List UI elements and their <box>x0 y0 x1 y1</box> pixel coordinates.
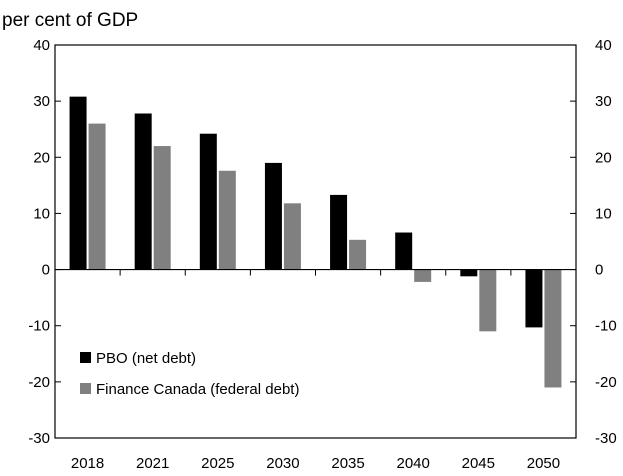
bar-pbo-2040 <box>395 232 413 270</box>
y-tick-label-left: 30 <box>33 93 50 110</box>
y-tick-label-left: -20 <box>28 374 50 391</box>
y-tick-label-left: -30 <box>28 430 50 447</box>
bar-finance-canada-2018 <box>88 123 106 270</box>
legend-swatch-finance-canada <box>80 383 91 394</box>
unit-label: per cent of GDP <box>2 10 138 31</box>
right-axis: 40 30 20 10 0 -10 -20 -30 <box>570 37 617 447</box>
y-tick-label-left: 20 <box>33 149 50 166</box>
bars <box>69 96 562 388</box>
bar-finance-canada-2035 <box>349 239 367 270</box>
legend-label-finance-canada: Finance Canada (federal debt) <box>96 381 299 398</box>
bar-pbo-2030 <box>264 162 282 270</box>
y-tick-label-right: 0 <box>595 262 603 279</box>
y-tick-label-right: 40 <box>595 37 612 54</box>
y-tick-label-right: 30 <box>595 93 612 110</box>
y-tick-label-right: 10 <box>595 205 612 222</box>
y-tick-label-right: -30 <box>595 430 617 447</box>
bar-finance-canada-2045 <box>479 269 497 332</box>
legend-label-pbo: PBO (net debt) <box>96 350 196 367</box>
y-tick-label-left: -10 <box>28 318 50 335</box>
x-tick-label: 2025 <box>201 455 234 472</box>
x-tick-label: 2030 <box>266 455 299 472</box>
bar-finance-canada-2025 <box>218 170 236 270</box>
y-tick-label-left: 0 <box>42 262 50 279</box>
y-tick-label-right: -10 <box>595 318 617 335</box>
legend-swatch-pbo <box>80 352 91 363</box>
bar-finance-canada-2040 <box>414 269 432 282</box>
left-axis: 40 30 20 10 0 -10 -20 -30 <box>28 37 61 447</box>
bar-finance-canada-2030 <box>283 203 301 270</box>
x-tick-label: 2018 <box>71 455 104 472</box>
bar-finance-canada-2021 <box>153 146 171 270</box>
bar-pbo-2025 <box>199 133 217 270</box>
legend: PBO (net debt) Finance Canada (federal d… <box>80 350 299 398</box>
x-tick-label: 2035 <box>331 455 364 472</box>
plot-frame <box>54 44 577 439</box>
bar-pbo-2021 <box>134 113 152 270</box>
bar-pbo-2045 <box>460 269 478 277</box>
y-tick-label-right: 20 <box>595 149 612 166</box>
y-tick-label-right: -20 <box>595 374 617 391</box>
bar-finance-canada-2050 <box>544 269 562 388</box>
x-tick-label: 2045 <box>462 455 495 472</box>
y-tick-label-left: 40 <box>33 37 50 54</box>
bar-pbo-2050 <box>525 269 543 328</box>
bar-pbo-2035 <box>330 194 348 270</box>
y-tick-label-left: 10 <box>33 205 50 222</box>
x-tick-label: 2050 <box>527 455 560 472</box>
bar-pbo-2018 <box>69 96 87 270</box>
x-axis: 2018 2021 2025 2030 2035 2040 2045 2050 <box>71 269 560 472</box>
x-tick-label: 2040 <box>397 455 430 472</box>
x-tick-label: 2021 <box>136 455 169 472</box>
